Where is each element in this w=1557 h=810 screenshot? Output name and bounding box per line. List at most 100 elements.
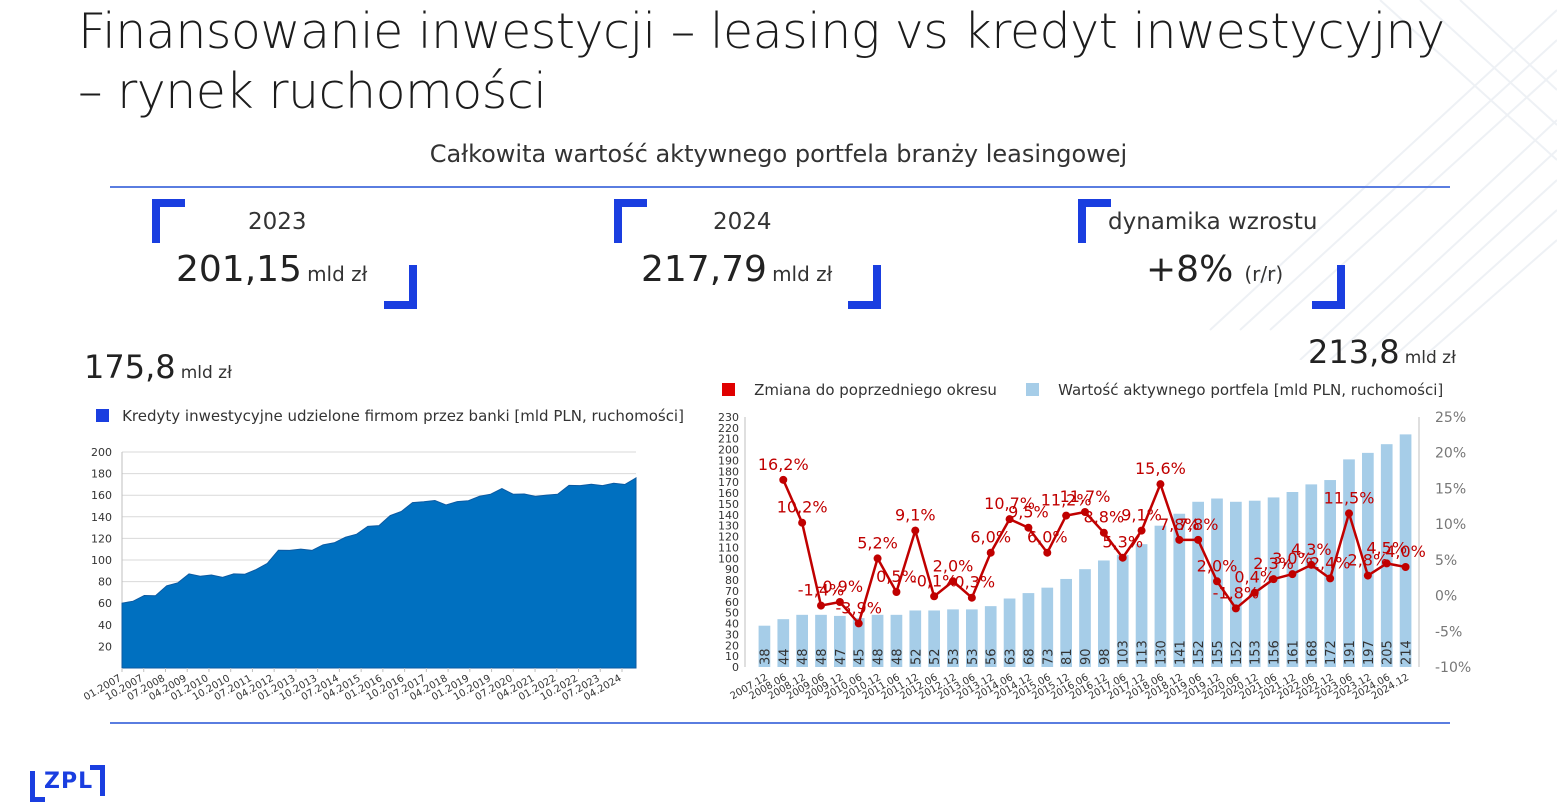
bar xyxy=(1041,587,1054,667)
bar-value-label: 44 xyxy=(777,648,792,665)
right-chart-headline-unit: mld zł xyxy=(1404,348,1456,368)
kpi-bracket-top-left xyxy=(614,199,647,243)
kpi-2024-number: 217,79 xyxy=(641,249,767,290)
y-tick-label: 80 xyxy=(98,576,112,589)
bar-value-label: 73 xyxy=(1041,648,1056,665)
y-left-tick-label: 70 xyxy=(725,585,739,598)
y-left-tick-label: 30 xyxy=(725,628,739,641)
line-point xyxy=(835,598,844,606)
legend-swatch-bars xyxy=(1026,383,1039,396)
bar xyxy=(1022,593,1035,667)
bar xyxy=(1173,513,1186,667)
left-chart-headline: 175,8 mld zł xyxy=(84,348,232,386)
line-point xyxy=(1307,560,1316,569)
line-value-label: -3,9% xyxy=(836,598,882,617)
line-point xyxy=(1345,509,1353,518)
line-point xyxy=(1024,523,1033,532)
y-right-tick-label: 15% xyxy=(1435,481,1466,497)
y-left-tick-label: 130 xyxy=(718,520,739,533)
line-point xyxy=(930,592,939,601)
y-tick-label: 120 xyxy=(91,532,112,545)
right-bar-line-chart: 0102030405060708090100110120130140150160… xyxy=(718,410,1471,702)
y-left-tick-label: 20 xyxy=(725,639,739,652)
y-tick-label: 60 xyxy=(98,597,112,610)
bar-value-label: 90 xyxy=(1079,648,1094,665)
bar-value-label: 130 xyxy=(1154,640,1169,665)
bar xyxy=(909,610,922,667)
bar-value-label: 38 xyxy=(758,648,773,665)
page-title-line-1: Finansowanie inwestycji – leasing vs kre… xyxy=(78,3,1445,60)
bar xyxy=(758,625,771,667)
bar-value-label: 45 xyxy=(853,648,868,665)
line-point xyxy=(911,526,920,535)
line-value-label: 11,5% xyxy=(1324,488,1375,507)
kpi-2023-unit: mld zł xyxy=(307,262,368,286)
y-right-tick-label: -5% xyxy=(1435,624,1462,640)
bar-value-label: 48 xyxy=(872,648,887,665)
bar xyxy=(1399,434,1412,667)
kpi-bracket-bottom-right xyxy=(1312,265,1345,309)
line-value-label: -0,9% xyxy=(817,577,863,596)
line-value-label: 2,3% xyxy=(1253,554,1294,573)
kpi-2023-label: 2023 xyxy=(248,209,307,235)
bar-value-label: 152 xyxy=(1192,640,1207,665)
bar xyxy=(1248,500,1261,667)
bar-value-label: 52 xyxy=(909,648,924,665)
bar xyxy=(1116,555,1129,667)
bar xyxy=(966,609,978,667)
bar-value-label: 205 xyxy=(1381,640,1396,665)
line-value-label: 16,2% xyxy=(758,455,809,474)
bar-value-label: 48 xyxy=(796,648,811,665)
bar xyxy=(928,610,940,667)
line-point xyxy=(1081,508,1089,516)
line-value-label: 9,1% xyxy=(895,506,936,525)
y-tick-label: 180 xyxy=(91,468,112,481)
bar xyxy=(834,615,846,667)
bar xyxy=(1286,492,1299,667)
legend-swatch-line xyxy=(722,383,735,396)
right-chart-headline: 213,8 mld zł xyxy=(1308,333,1456,371)
y-tick-label: 40 xyxy=(98,619,112,632)
line-point xyxy=(1269,575,1278,584)
zpl-logo: ZPL xyxy=(30,765,105,802)
bar-value-label: 47 xyxy=(834,648,849,665)
line-point xyxy=(1175,535,1184,544)
right-chart-legend-line-label: Zmiana do poprzedniego okresu xyxy=(754,381,997,399)
line-value-label: 11,7% xyxy=(1060,487,1111,506)
legend-swatch-area xyxy=(96,409,109,422)
bar xyxy=(1079,569,1091,667)
line-value-label: 2,0% xyxy=(933,556,974,575)
y-left-tick-label: 0 xyxy=(732,661,739,674)
bar xyxy=(1324,480,1336,667)
y-right-tick-label: 0% xyxy=(1435,589,1457,605)
y-right-tick-label: 10% xyxy=(1435,517,1466,533)
y-left-tick-label: 110 xyxy=(718,541,739,554)
line-point xyxy=(1363,571,1372,580)
left-chart-headline-unit: mld zł xyxy=(180,363,232,383)
line-value-label: 4,0% xyxy=(1385,542,1426,561)
bar-value-label: 68 xyxy=(1022,648,1037,665)
bar-value-label: 52 xyxy=(928,648,943,665)
line-value-label: 4,5% xyxy=(1366,538,1407,557)
left-chart-legend: Kredyty inwestycyjne udzielone firmom pr… xyxy=(96,406,684,425)
y-left-tick-label: 160 xyxy=(718,487,739,500)
y-left-tick-label: 170 xyxy=(718,476,739,489)
bar xyxy=(1192,501,1204,667)
bar xyxy=(890,614,903,667)
y-right-tick-label: 5% xyxy=(1435,553,1457,569)
bar xyxy=(947,609,959,667)
right-chart-headline-number: 213,8 xyxy=(1308,333,1400,371)
line-value-label: 10,2% xyxy=(777,498,828,517)
bar-value-label: 161 xyxy=(1286,640,1301,665)
line-point xyxy=(1194,535,1203,544)
logo-bracket-right xyxy=(90,765,105,796)
bar-value-label: 98 xyxy=(1098,648,1113,665)
line-point xyxy=(1062,511,1071,520)
bar xyxy=(1230,501,1242,667)
y-tick-label: 20 xyxy=(98,640,112,653)
line-point xyxy=(1401,563,1410,571)
line-value-label: 0,4% xyxy=(1234,568,1275,587)
y-left-tick-label: 90 xyxy=(725,563,739,576)
kpi-2023-number: 201,15 xyxy=(176,249,302,290)
y-right-tick-label: 25% xyxy=(1435,410,1466,426)
